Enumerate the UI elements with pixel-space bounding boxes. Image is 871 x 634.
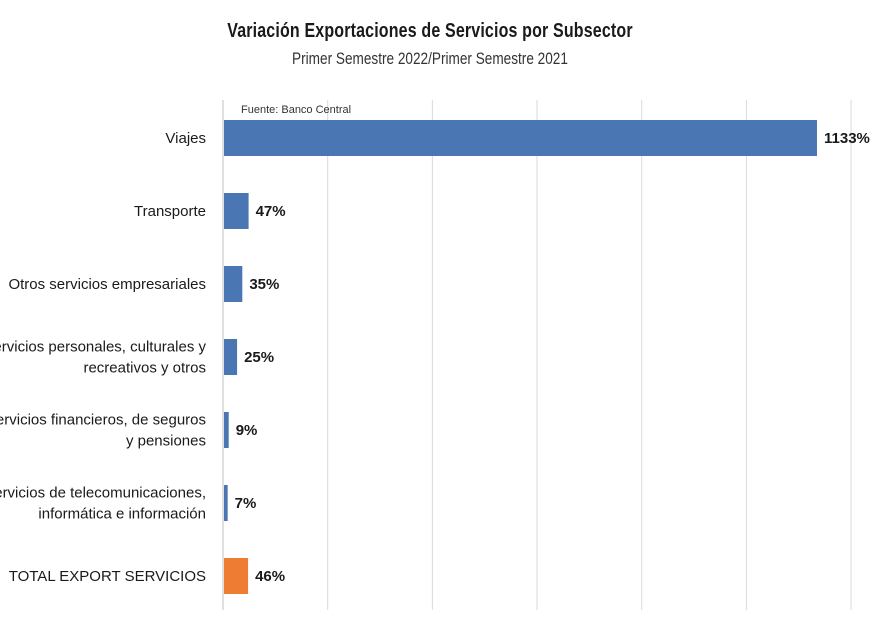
chart-title: Variación Exportaciones de Servicios por…	[227, 20, 633, 42]
category-label-line: Otros servicios empresariales	[8, 276, 206, 293]
bar	[224, 193, 249, 229]
bar	[224, 339, 238, 375]
category-label: Servicios personales, culturales y recrea…	[0, 339, 206, 377]
category-label-line: Transporte	[134, 203, 206, 220]
category-label-line: TOTAL EXPORT SERVICIOS	[9, 568, 206, 585]
data-label: 35%	[249, 276, 279, 293]
category-label: Servicios de telecomunicaciones, informát…	[0, 485, 206, 523]
category-label-line: recreativos y otros	[83, 360, 206, 377]
category-label-line: Servicios de telecomunicaciones,	[0, 485, 206, 502]
data-label: 7%	[235, 495, 257, 512]
data-label: 47%	[256, 203, 286, 220]
data-label: 46%	[255, 568, 285, 585]
bar	[224, 266, 243, 302]
data-label: 1133%	[824, 130, 870, 147]
bar	[224, 485, 228, 521]
data-label: 9%	[236, 422, 258, 439]
category-label: Otros servicios empresariales	[8, 276, 206, 293]
category-label-line: y pensiones	[126, 433, 206, 450]
category-label: Viajes	[165, 130, 206, 147]
category-label-line: Viajes	[165, 130, 206, 147]
category-label: TOTAL EXPORT SERVICIOS	[9, 568, 206, 585]
category-label: Servicios financieros, de seguros y pensi…	[0, 412, 206, 450]
category-label-line: informática e información	[38, 506, 206, 523]
chart-subtitle: Primer Semestre 2022/Primer Semestre 202…	[292, 49, 568, 68]
category-label-line: Servicios personales, culturales y	[0, 339, 206, 356]
bar	[224, 412, 229, 448]
category-label-line: Servicios financieros, de seguros	[0, 412, 206, 429]
bar	[224, 120, 817, 156]
data-label: 25%	[244, 349, 274, 366]
bar	[224, 558, 249, 594]
category-label: Transporte	[134, 203, 206, 220]
source-note: Fuente: Banco Central	[241, 104, 351, 116]
